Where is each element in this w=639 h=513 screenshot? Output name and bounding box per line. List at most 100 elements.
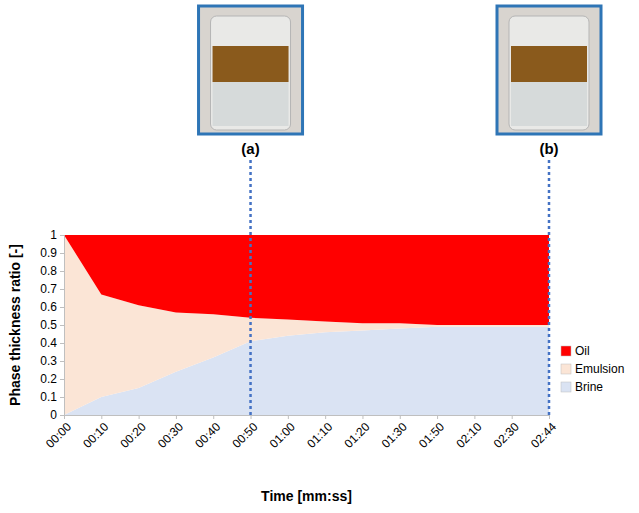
- chart: 00.10.20.30.40.50.60.70.80.9100:0000:100…: [0, 0, 639, 513]
- y-tick: 0.4: [40, 336, 64, 350]
- x-tick-label: 02:44: [528, 420, 559, 451]
- oil-layer: [511, 46, 587, 82]
- y-axis: 0 0.1 0.2 0.3 0.4 0.5 0.6 0.7 0.8 0.9 1: [40, 228, 64, 422]
- y-tick-mark: [60, 289, 64, 290]
- x-tick-label: 00:10: [80, 420, 111, 451]
- annotation: (a): [199, 6, 303, 415]
- y-tick-mark: [60, 379, 64, 380]
- y-tick-label: 0.7: [40, 282, 57, 296]
- y-tick-mark: [60, 397, 64, 398]
- y-tick-mark: [60, 415, 64, 416]
- x-tick-label: 00:50: [230, 420, 261, 451]
- legend-label: Brine: [575, 380, 603, 394]
- y-axis-line: [60, 236, 65, 416]
- x-tick-label: 01:10: [304, 420, 335, 451]
- x-tick-label: 02:10: [453, 420, 484, 451]
- y-tick-mark: [60, 361, 64, 362]
- x-axis-line: [65, 416, 550, 420]
- x-tick-label: 01:20: [341, 420, 372, 451]
- y-tick-mark: [60, 235, 64, 236]
- legend-swatch: [561, 364, 571, 374]
- y-tick-mark: [60, 343, 64, 344]
- x-axis-title: Time [mm:ss]: [261, 488, 352, 504]
- annotation-line: [548, 160, 551, 415]
- photo-background: [497, 6, 601, 134]
- x-tick-label: 00:40: [192, 420, 223, 451]
- y-tick-label: 1: [50, 228, 57, 242]
- legend: Oil Emulsion Brine: [561, 344, 624, 394]
- x-tick-label: 01:30: [379, 420, 410, 451]
- photo-frame: [497, 6, 601, 134]
- legend-label: Emulsion: [575, 362, 624, 376]
- x-tick-mark: [400, 415, 401, 419]
- brine-layer: [213, 82, 289, 126]
- x-tick: 00:30: [155, 415, 186, 451]
- x-tick-mark: [139, 415, 140, 419]
- annotation-line: [249, 160, 252, 415]
- x-tick-label: 01:00: [267, 420, 298, 451]
- x-tick-label: 00:20: [118, 420, 149, 451]
- x-tick-mark: [474, 415, 475, 419]
- legend-label: Oil: [575, 344, 590, 358]
- x-tick-mark: [101, 415, 102, 419]
- y-tick: 0.5: [40, 318, 64, 332]
- photo-inset: [199, 6, 303, 134]
- x-tick: 01:00: [267, 415, 298, 451]
- y-tick-mark: [60, 253, 64, 254]
- legend-item: Brine: [561, 380, 603, 394]
- oil-layer: [213, 46, 289, 82]
- y-tick-label: 0.5: [40, 318, 57, 332]
- x-tick-label: 00:00: [43, 420, 74, 451]
- x-tick: 01:50: [416, 415, 447, 451]
- area-emulsion: [64, 235, 549, 415]
- x-tick-mark: [251, 415, 252, 419]
- area-oil: [64, 235, 549, 325]
- y-tick-label: 0.8: [40, 264, 57, 278]
- photo-background: [199, 6, 303, 134]
- y-tick: 0.8: [40, 264, 64, 278]
- x-tick-mark: [213, 415, 214, 419]
- x-tick-label: 02:30: [491, 420, 522, 451]
- x-tick: 00:00: [43, 415, 74, 451]
- x-tick-mark: [362, 415, 363, 419]
- y-tick-mark: [60, 271, 64, 272]
- y-tick-label: 0.9: [40, 246, 57, 260]
- y-tick: 0: [50, 408, 64, 422]
- x-tick-mark: [512, 415, 513, 419]
- legend-swatch: [561, 346, 571, 356]
- x-tick: 00:40: [192, 415, 223, 451]
- jar: [211, 16, 291, 130]
- y-tick: 1: [50, 228, 64, 242]
- x-tick-mark: [325, 415, 326, 419]
- y-tick: 0.7: [40, 282, 64, 296]
- y-tick: 0.1: [40, 390, 64, 404]
- jar: [509, 16, 589, 130]
- x-tick: 00:50: [230, 415, 261, 451]
- x-tick-label: 01:50: [416, 420, 447, 451]
- y-tick-label: 0.2: [40, 372, 57, 386]
- y-tick-label: 0.3: [40, 354, 57, 368]
- x-tick-mark: [288, 415, 289, 419]
- x-tick: 02:44: [528, 415, 559, 451]
- x-tick: 02:10: [453, 415, 484, 451]
- y-tick-label: 0: [50, 408, 57, 422]
- y-tick: 0.3: [40, 354, 64, 368]
- y-tick: 0.9: [40, 246, 64, 260]
- y-tick-label: 0.6: [40, 300, 57, 314]
- y-tick: 0.2: [40, 372, 64, 386]
- x-tick: 01:30: [379, 415, 410, 451]
- photo-frame: [199, 6, 303, 134]
- x-tick: 00:20: [118, 415, 149, 451]
- x-tick: 01:20: [341, 415, 372, 451]
- y-tick-mark: [60, 325, 64, 326]
- y-tick-label: 0.1: [40, 390, 57, 404]
- y-tick-label: 0.4: [40, 336, 57, 350]
- plot: 00.10.20.30.40.50.60.70.80.9100:0000:100…: [40, 228, 559, 451]
- x-tick: 01:10: [304, 415, 335, 451]
- x-tick-mark: [437, 415, 438, 419]
- legend-swatch: [561, 382, 571, 392]
- x-tick-mark: [549, 415, 550, 419]
- x-axis: 00:0000:1000:2000:3000:4000:5001:0001:10…: [43, 415, 559, 451]
- annotation: (b): [497, 6, 601, 415]
- y-tick: 0.6: [40, 300, 64, 314]
